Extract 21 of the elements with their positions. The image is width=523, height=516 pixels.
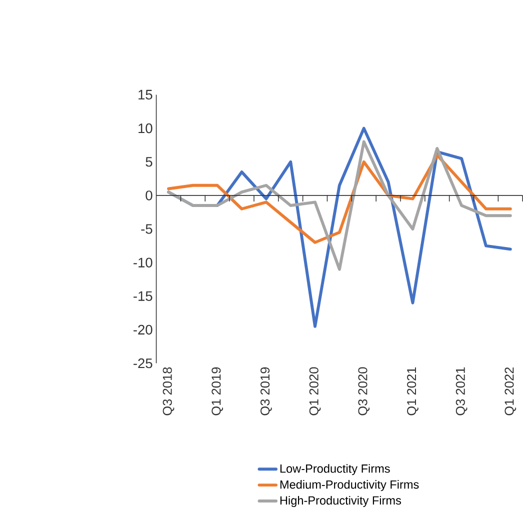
x-tick-label: Q3 2020 <box>358 367 370 416</box>
x-tick-label: Q1 2020 <box>309 367 321 416</box>
y-tick-label: -20 <box>134 324 152 334</box>
legend-label: Medium-Productivity Firms <box>280 480 419 491</box>
legend-label: High-Productivity Firms <box>280 496 402 507</box>
y-tick-label: 15 <box>138 90 152 100</box>
x-tick-label: Q3 2018 <box>162 367 174 416</box>
x-tick-label: Q1 2021 <box>407 367 418 416</box>
y-tick-label: -15 <box>134 291 152 301</box>
y-tick-label: 0 <box>146 190 152 200</box>
y-tick-label: 5 <box>146 156 152 166</box>
line-series <box>167 140 512 271</box>
y-tick-label: -5 <box>141 224 152 234</box>
x-tick-label: Q3 2021 <box>456 367 468 416</box>
x-tick-label: Q3 2019 <box>260 367 272 416</box>
x-tick-label: Q1 2019 <box>212 367 224 416</box>
y-tick-label: 10 <box>138 123 152 133</box>
y-tick-label: -10 <box>134 258 152 268</box>
legend-label: Low-Productity Firms <box>280 464 390 475</box>
y-tick-label: -25 <box>134 358 152 368</box>
x-tick-label: Q1 2022 <box>504 367 516 416</box>
